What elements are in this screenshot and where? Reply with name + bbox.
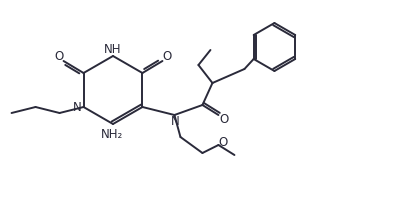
Text: O: O	[219, 135, 228, 148]
Text: O: O	[54, 50, 63, 63]
Text: N: N	[171, 114, 180, 128]
Text: N: N	[73, 101, 82, 113]
Text: O: O	[220, 112, 229, 126]
Text: NH₂: NH₂	[101, 128, 123, 141]
Text: NH: NH	[104, 43, 122, 55]
Text: O: O	[163, 50, 172, 63]
